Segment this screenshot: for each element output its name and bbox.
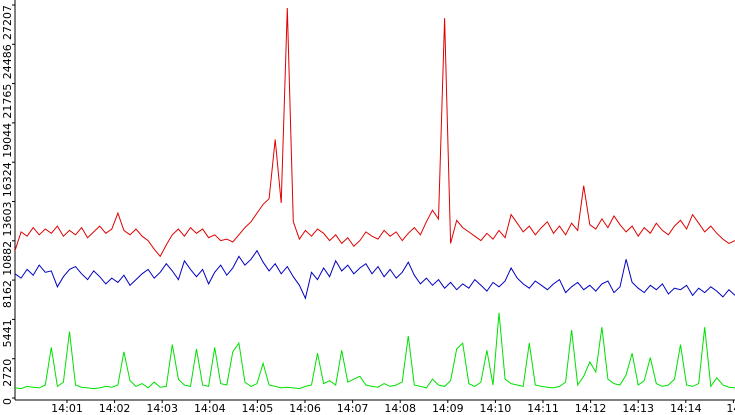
x-tick-label: 14:07 [337,402,369,415]
y-tick-label: 5441 [1,319,14,347]
x-tick-label: 14:05 [242,402,274,415]
y-tick-label: 13603 [1,202,14,237]
y-tick-label: 0 [1,398,14,405]
x-tick-label: 14:12 [575,402,607,415]
x-tick-label: 14:06 [289,402,321,415]
x-tick-label: 14:09 [432,402,464,415]
x-tick-label: 14:08 [384,402,416,415]
y-tick-label: 8162 [1,280,14,308]
series-line [14,312,735,390]
y-tick-label: 10882 [1,241,14,276]
x-tick-label: 14:04 [194,402,226,415]
y-tick-label: 2720 [1,359,14,387]
y-tick-label: 21765 [1,84,14,119]
y-tick-label: 24486 [1,44,14,79]
y-tick-label: 16324 [1,162,14,197]
x-tick-label: 14:02 [99,402,131,415]
x-tick-label: 14:01 [51,402,83,415]
y-tick-label: 19044 [1,123,14,158]
series-line [14,249,735,300]
series-line [14,7,735,258]
x-tick-label: 14:11 [527,402,559,415]
x-tick-label: 14:13 [622,402,654,415]
y-tick-label: 27207 [1,5,14,40]
x-tick-label: 14:03 [146,402,178,415]
x-tick-label: 14:14 [670,402,702,415]
x-tick-label: 14:10 [480,402,512,415]
x-tick-label: 14 [726,402,735,415]
